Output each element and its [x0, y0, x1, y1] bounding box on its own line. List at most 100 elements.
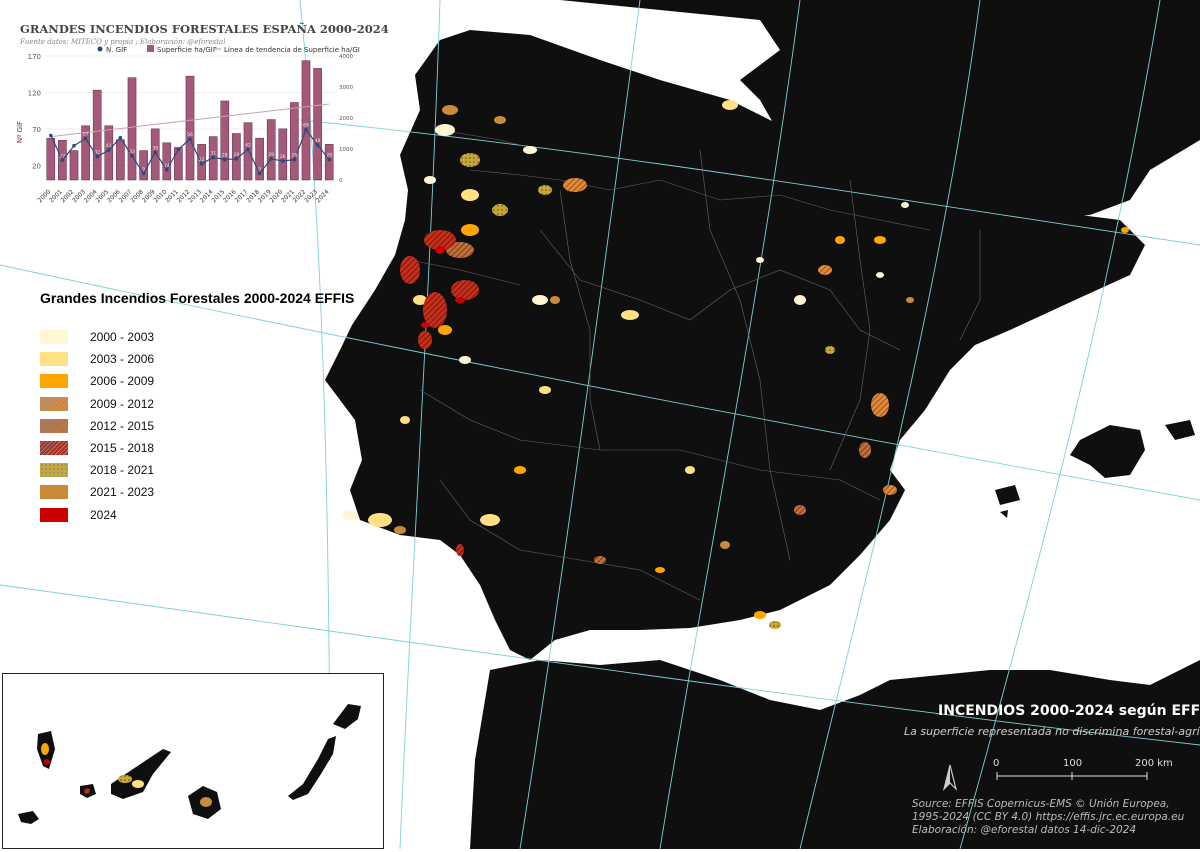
chart-gif-label: 26 [280, 154, 286, 160]
chart-legend-surface-label: Superficie ha/GIF [157, 46, 217, 54]
legend-item: 2024 [40, 504, 154, 526]
legend-label: 2015 - 2018 [90, 441, 155, 456]
chart-gif-point [269, 157, 274, 161]
chart-gif-label: 33 [129, 149, 135, 155]
legend-label: 2024 [90, 507, 117, 522]
chart-gif-point [234, 157, 239, 161]
chart-gif-point [304, 127, 308, 132]
chart-gif-label: 42 [245, 142, 251, 148]
chart-gif-label: 42 [176, 142, 182, 148]
ibiza-island [995, 485, 1020, 505]
chart-gif-point [315, 143, 320, 147]
legend-swatch [40, 485, 68, 500]
chart-ytick-right: 3000 [339, 85, 353, 91]
chart-bar [162, 142, 172, 181]
chart-gif-label: 28 [292, 153, 298, 159]
chart-gif-point [153, 150, 157, 155]
legend-item: 2003 - 2006 [40, 348, 154, 370]
chart-gif-point [118, 135, 123, 140]
credits-line-3: Elaboración: @eforestal datos 14-dic-202… [912, 824, 1137, 836]
chart-bar [243, 122, 253, 181]
legend-item: 2015 - 2018 [40, 437, 154, 459]
chart-gif-point [223, 157, 227, 162]
legend-swatch [40, 396, 68, 411]
region-borders [409, 129, 981, 601]
chart-gif-label: 9 [142, 166, 145, 172]
chart-bar [301, 60, 311, 181]
legend: 2000 - 2003 2003 - 2006 2006 - 2009 2009 - … [40, 326, 154, 526]
legend-item: 2000 - 2003 [40, 326, 154, 348]
legend-label: 2009 - 2012 [90, 396, 155, 411]
north-arrow-icon [942, 764, 958, 791]
credits-line-2: 1995-2024 (CC BY 4.0) https://effis.jrc.… [912, 811, 1185, 823]
legend-item: 2012 - 2015 [40, 415, 154, 437]
chart-ylabel-left: Nº GIF [16, 121, 24, 143]
chart-ytick-right: 0 [339, 178, 343, 184]
chart-gif-point [246, 147, 250, 152]
chart-bar [104, 125, 114, 181]
menorca-island [1165, 420, 1195, 440]
chart-ytick-right: 1000 [339, 147, 353, 153]
credits-line-1: Source: EFFIS Copernicus-EMS © Unión Eur… [912, 798, 1170, 810]
legend-item: 2021 - 2023 [40, 481, 154, 503]
lanzarote-island [333, 704, 361, 729]
el-hierro-island [18, 811, 39, 824]
chart-gif-label: 56 [187, 132, 193, 138]
chart-gif-label: 38 [152, 145, 158, 151]
chart-legend-trend-label: Línea de tendencia de Superficie ha/GIF [224, 46, 360, 54]
chart-ytick-left: 70 [32, 126, 41, 134]
chart-gif-point [141, 171, 146, 176]
chart-gif-label: 32 [94, 150, 100, 156]
chart-xtick: 2024 [315, 188, 331, 204]
formentera-island [1000, 510, 1008, 518]
chart-gif-label: 28 [222, 153, 228, 159]
chart-bar [92, 89, 102, 181]
inset-bar-line-chart: N. GIF Superficie ha/GIF Línea de tendenci… [16, 45, 360, 204]
chart-gif-point [199, 162, 204, 166]
chart-gif-point [130, 154, 134, 158]
chart-gif-label: 41 [106, 143, 112, 149]
legend-item: 2006 - 2009 [40, 370, 154, 392]
scale-bar-line [996, 772, 1148, 780]
chart-gif-label: 14 [164, 163, 170, 169]
legend-label: 2000 - 2003 [90, 330, 155, 345]
chart-bar [290, 102, 299, 181]
chart-gif-label: 58 [118, 131, 124, 137]
chart-bar [255, 137, 264, 181]
legend-swatch [40, 441, 68, 456]
legend-swatch [40, 374, 68, 389]
chart-gif-label: 27 [60, 153, 66, 159]
chart-ytick-left: 170 [28, 53, 41, 61]
legend-label: 2006 - 2009 [90, 374, 155, 389]
chart-gif-point [107, 148, 111, 152]
legend-item: 2009 - 2012 [40, 393, 154, 415]
chart-bar [150, 128, 160, 181]
legend-title: Grandes Incendios Forestales 2000-2024 E… [40, 290, 355, 306]
chart-bar [81, 125, 90, 181]
legend-swatch [40, 330, 68, 345]
chart-trend-line [50, 103, 330, 138]
legend-swatch [40, 463, 68, 478]
chart-bar [278, 128, 288, 181]
chart-gif-label: 57 [83, 131, 89, 137]
chart-gif-point [176, 147, 181, 152]
chart-gif-point [49, 133, 53, 138]
chart-gif-label: 31 [210, 150, 216, 156]
north-africa-land [470, 660, 1200, 849]
legend-swatch [40, 418, 68, 433]
chart-gif-point [83, 136, 88, 141]
chart-bar [266, 119, 276, 181]
scale-tick-0: 0 [993, 758, 1000, 769]
chart-gif-point [257, 171, 262, 176]
land-masses [325, 0, 1200, 849]
chart-ytick-right: 2000 [339, 116, 353, 122]
chart-gif-point [281, 159, 285, 163]
iberia-land [325, 30, 1145, 660]
chart-bar [313, 68, 322, 181]
canary-islands-inset [2, 673, 384, 849]
france-land [560, 0, 1200, 230]
chart-legend-gif-marker [97, 46, 103, 52]
chart-gif-label: 69 [303, 123, 309, 129]
chart-gif-point [292, 157, 297, 162]
tenerife-island [111, 749, 171, 799]
